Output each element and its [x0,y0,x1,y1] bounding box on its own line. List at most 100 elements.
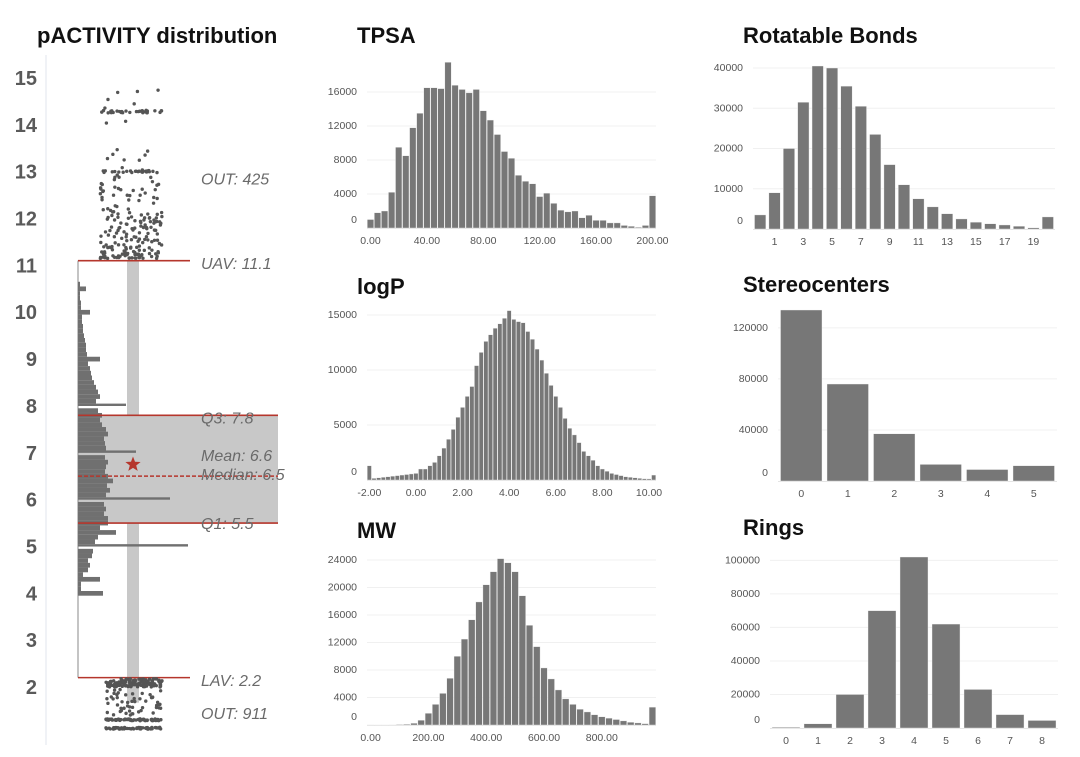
outlier-point [145,111,149,115]
histogram-bar [381,210,389,229]
profile-bar [78,492,106,498]
outlier-point [128,169,133,173]
x-tick-label: 0.00 [360,732,381,744]
y-tick-label: 4000 [334,692,358,704]
y-tick-label: 2 [26,677,37,699]
outlier-point [127,211,132,215]
mean-label: Mean: 6.6 [201,448,272,465]
outlier-point [142,678,146,682]
profile-bar [78,398,96,404]
rings-title: Rings [743,515,805,540]
outlier-point [102,245,106,249]
outlier-point [109,717,114,722]
histogram-bar [651,474,656,481]
x-tick-label: 120.00 [524,235,556,247]
y-tick-label: 12000 [328,120,357,132]
outlier-point [120,700,124,704]
outlier-point [131,188,135,193]
profile-bar [78,408,98,413]
outlier-point [106,701,110,706]
outlier-point [116,186,121,191]
outlier-point [125,169,129,174]
outlier-point [102,250,107,254]
outlier-point [149,225,153,229]
histogram-bar [595,465,601,481]
outlier-point [144,235,149,239]
histogram-bar [526,625,534,726]
iqr-box [78,415,278,524]
profile-bar [78,427,106,432]
outlier-point [147,677,152,681]
x-tick-label: 13 [941,236,953,248]
outlier-point [106,111,110,115]
y-tick-label: 80000 [731,588,760,600]
outlier-point [147,251,152,256]
outlier-point [147,246,151,250]
histogram-bar [374,212,381,229]
x-tick-label: 2 [891,488,897,500]
outlier-point [107,685,112,689]
histogram-bar [418,468,423,481]
outlier-point [112,691,116,696]
outlier-point [158,706,163,710]
histogram-bar [803,723,833,729]
x-tick-label: 5 [943,735,949,747]
outlier-point [122,249,126,253]
outlier-point [108,727,113,731]
histogram-bar [963,689,993,729]
profile-bar [78,384,96,390]
y-tick-label: 40000 [731,655,760,667]
histogram-bar [492,328,498,481]
outlier-point [142,248,147,253]
lav-label: LAV: 2.2 [201,673,261,690]
outlier-point [149,254,154,259]
histogram-bar [501,151,508,229]
outlier-point [124,245,128,250]
outlier-point [130,712,134,716]
outlier-point [155,196,159,201]
x-tick-label: 6 [975,735,981,747]
histogram-bar [534,348,540,481]
outlier-point [122,706,126,710]
histogram-bar [1013,225,1025,230]
outlier-point [133,699,137,704]
outlier-point [137,244,142,248]
histogram-bar [899,556,929,729]
histogram-bar [502,318,507,481]
outlier-point [105,156,110,161]
outlier-point [145,718,149,722]
profile-bar [78,539,95,545]
outlier-point [116,212,120,216]
histogram-bar [586,455,591,481]
outlier-point [120,684,124,689]
outlier-point [153,228,158,233]
profile-bar [78,445,106,451]
y-tick-label: 8000 [334,664,358,676]
outlier-point [115,695,119,700]
outlier-point [154,216,159,220]
histogram-bar [811,65,824,230]
y-tick-label: 20000 [328,582,357,594]
histogram-bar [919,464,962,482]
outlier-point [112,234,117,239]
x-tick-label: 800.00 [586,732,618,744]
outlier-point [132,696,136,701]
profile-bar [78,375,92,381]
profile-bar [78,548,93,554]
y-tick-label: 12 [15,209,37,231]
outlier-point [138,718,142,723]
outlier-point [98,186,103,190]
outlier-point [111,152,115,157]
profile-bar [78,525,100,531]
outlier-point [142,216,147,220]
x-tick-label: 1 [845,488,851,500]
histogram-bar [439,693,447,726]
outlier-point [150,695,155,699]
outlier-point [156,88,160,92]
histogram-bar [578,217,586,229]
profile-bar [78,553,92,559]
histogram-bar [1027,720,1057,729]
histogram-bar [912,198,925,230]
outlier-point [137,169,141,173]
histogram-bar [511,319,517,481]
